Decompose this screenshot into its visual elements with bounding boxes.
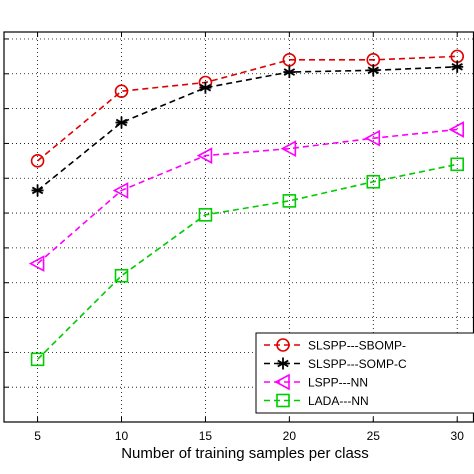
x-tick-labels: 5 10 15 20 25 30 (34, 429, 464, 443)
legend-label: LSPP---NN (308, 376, 368, 390)
legend: SLSPP---SBOMP- SLSPP---SOMP-C LSPP---NN LAD… (255, 332, 474, 414)
data-point (283, 66, 296, 79)
legend-item: LADA---NN (264, 393, 369, 408)
series-line (37, 55, 458, 162)
data-point (30, 352, 45, 367)
data-point (280, 140, 297, 157)
x-tick-label: 25 (367, 429, 381, 443)
legend-label: SLSPP---SOMP-C (308, 357, 407, 371)
legend-box (255, 332, 474, 414)
data-point (276, 338, 290, 352)
data-point (198, 208, 213, 222)
x-tick-label: 30 (451, 429, 465, 443)
data-point (196, 147, 213, 164)
legend-label: LADA---NN (308, 394, 369, 408)
data-point (282, 194, 297, 208)
data-point (28, 255, 45, 272)
data-point (112, 182, 129, 199)
series-line (37, 163, 458, 360)
data-point (450, 157, 465, 172)
data-point (199, 81, 212, 94)
x-tick-label: 15 (199, 429, 213, 443)
data-point (30, 154, 45, 168)
data-point (114, 84, 129, 98)
data-point (277, 357, 289, 370)
data-point (115, 116, 128, 129)
x-axis-label: Number of training samples per class (121, 445, 369, 462)
data-point (282, 53, 297, 67)
legend-item: SLSPP---SBOMP- (264, 338, 406, 353)
data-point (367, 64, 380, 77)
data-point (366, 174, 381, 189)
data-point (364, 129, 381, 147)
data-point (451, 60, 464, 73)
series-lines (28, 49, 465, 367)
legend-item: SLSPP---SOMP-C (264, 357, 407, 371)
series-square (30, 157, 465, 367)
data-point (114, 268, 129, 283)
series-triangle-left (28, 121, 465, 272)
data-point (274, 373, 290, 391)
data-point (276, 393, 290, 408)
series-asterisk (31, 60, 464, 197)
x-tick-label: 20 (283, 429, 297, 443)
legend-label: SLSPP---SBOMP- (308, 339, 406, 353)
x-tick-label: 10 (115, 429, 129, 443)
series-line (37, 128, 458, 265)
series-line (37, 66, 458, 192)
x-tick-label: 5 (34, 429, 41, 443)
legend-item: LSPP---NN (264, 373, 368, 391)
data-point (448, 121, 465, 138)
data-point (31, 184, 44, 197)
